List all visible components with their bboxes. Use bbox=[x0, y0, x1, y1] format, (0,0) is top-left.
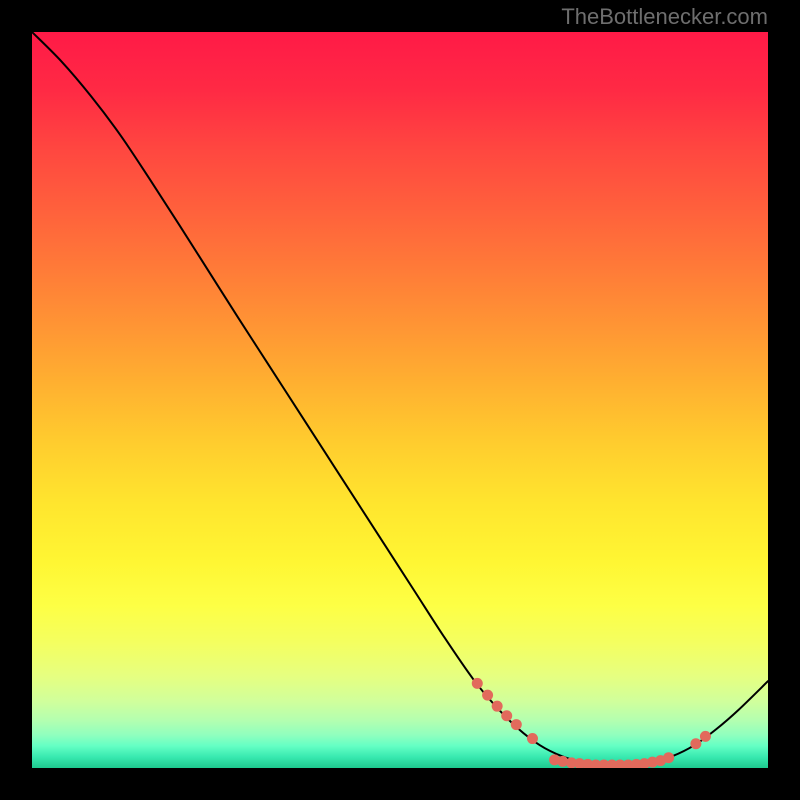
gradient-background bbox=[32, 32, 768, 768]
plot-area bbox=[32, 32, 768, 768]
data-marker bbox=[511, 719, 522, 730]
data-marker bbox=[690, 738, 701, 749]
chart-container: TheBottlenecker.com bbox=[0, 0, 800, 800]
data-marker bbox=[492, 701, 503, 712]
data-marker bbox=[700, 731, 711, 742]
data-marker bbox=[501, 710, 512, 721]
data-marker bbox=[472, 678, 483, 689]
data-marker bbox=[482, 690, 493, 701]
data-marker bbox=[527, 733, 538, 744]
data-marker bbox=[663, 752, 674, 763]
watermark-label: TheBottlenecker.com bbox=[561, 4, 768, 30]
bottleneck-line-chart bbox=[32, 32, 768, 768]
